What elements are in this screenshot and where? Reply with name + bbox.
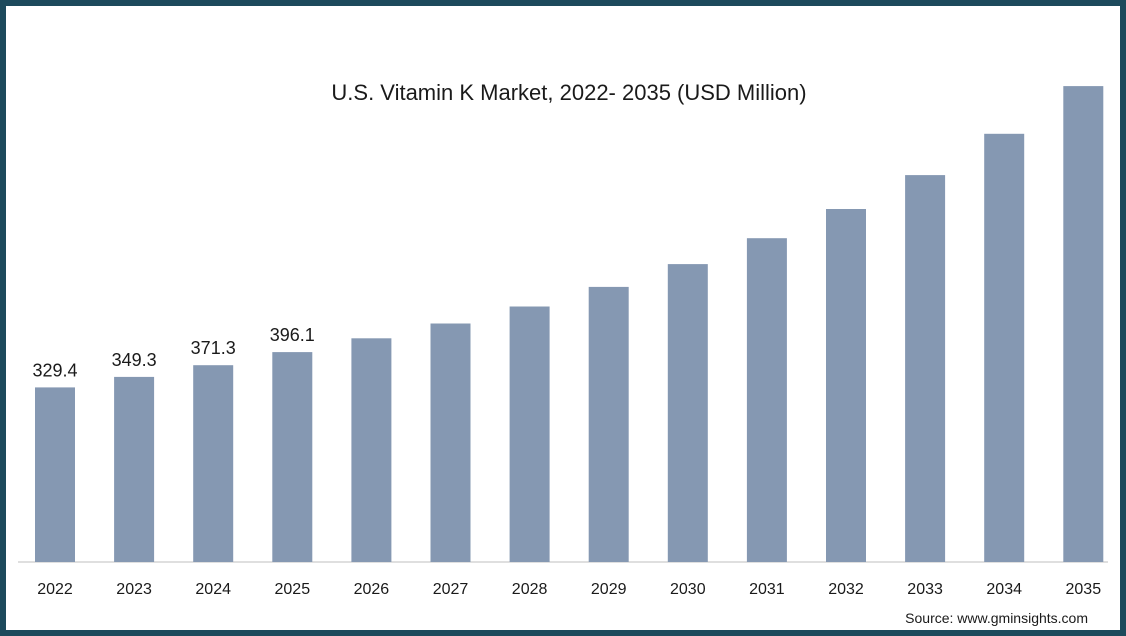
source-note: Source: www.gminsights.com <box>905 610 1088 626</box>
bar-value-label: 329.4 <box>32 360 77 380</box>
chart-title: U.S. Vitamin K Market, 2022- 2035 (USD M… <box>331 80 807 105</box>
x-tick-label: 2025 <box>275 581 311 598</box>
bars-group <box>35 86 1104 563</box>
x-tick-label: 2028 <box>512 581 548 598</box>
x-tick-label: 2022 <box>37 581 73 598</box>
bar-2027 <box>430 323 471 562</box>
bar-labels-group: 329.4 349.3 371.3 396.1 <box>32 325 314 380</box>
bar-value-label: 349.3 <box>112 350 157 370</box>
bar-2035 <box>1063 86 1104 562</box>
bar-2025 <box>272 352 313 562</box>
x-tick-label: 2023 <box>116 581 152 598</box>
x-tick-label: 2026 <box>354 581 390 598</box>
bar-2033 <box>905 175 946 562</box>
x-tick-label: 2029 <box>591 581 627 598</box>
bar-2023 <box>114 376 155 562</box>
x-tick-label: 2030 <box>670 581 706 598</box>
x-tick-label: 2024 <box>195 581 231 598</box>
bar-2030 <box>667 264 708 562</box>
x-tick-label: 2035 <box>1066 581 1102 598</box>
bar-2024 <box>193 365 234 562</box>
x-tick-labels-group: 2022 2023 2024 2025 2026 2027 2028 2029 2030 2031… <box>37 581 1101 598</box>
x-tick-label: 2033 <box>907 581 943 598</box>
bar-2028 <box>509 306 550 562</box>
bar-2026 <box>351 338 392 562</box>
bar-2022 <box>35 387 75 562</box>
bar-2034 <box>984 133 1025 563</box>
x-tick-label: 2027 <box>433 581 469 598</box>
bar-2031 <box>746 238 787 562</box>
bar-2029 <box>588 286 629 562</box>
x-tick-label: 2031 <box>749 581 785 598</box>
bar-2032 <box>826 209 866 562</box>
x-tick-label: 2032 <box>828 581 864 598</box>
bar-value-label: 396.1 <box>270 325 315 345</box>
x-tick-label: 2034 <box>986 581 1022 598</box>
bar-value-label: 371.3 <box>191 338 236 358</box>
